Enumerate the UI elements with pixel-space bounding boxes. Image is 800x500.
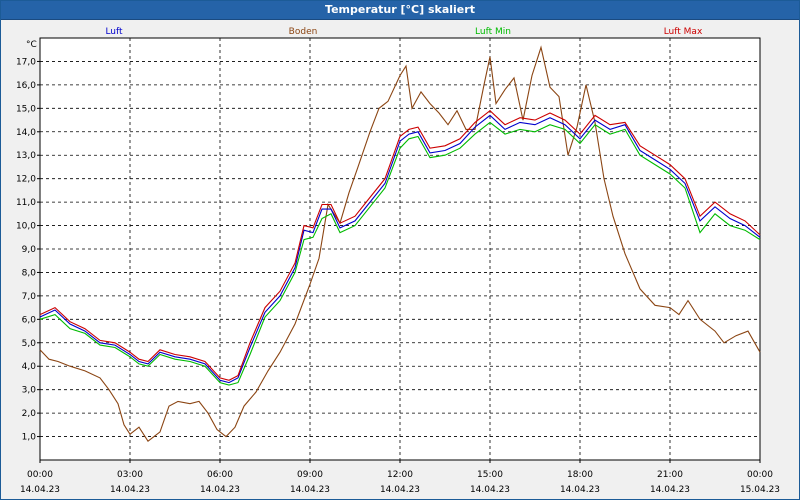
x-tick-date: 14.04.23: [470, 485, 510, 495]
x-tick-time: 21:00: [657, 470, 683, 480]
legend-item: Luft: [105, 27, 123, 37]
y-tick-label: 14,0: [16, 128, 36, 138]
x-tick-time: 09:00: [297, 470, 323, 480]
series-line-luft: [39, 114, 761, 384]
y-tick-label: 12,0: [16, 175, 36, 185]
legend-item: Boden: [289, 27, 318, 37]
legend-item: Luft Min: [475, 27, 511, 37]
y-tick-label: 3,0: [22, 386, 37, 396]
legend: Luft Boden Luft Min Luft Max: [105, 27, 703, 37]
x-tick-time: 06:00: [207, 470, 233, 480]
x-tick-time: 18:00: [567, 470, 593, 480]
x-tick-date: 14.04.23: [20, 485, 60, 495]
y-axis: 1,0 2,0 3,0 4,0 5,0 6,0 7,0 8,0 9,0 10,0 11,0 12,0 1…: [16, 57, 40, 443]
x-tick-date: 14.04.23: [200, 485, 240, 495]
y-tick-label: 4,0: [22, 362, 37, 372]
x-tick-date: 14.04.23: [380, 485, 420, 495]
y-axis-label: °C: [26, 40, 37, 50]
series-line-luft-min: [39, 121, 761, 386]
x-tick-date: 14.04.23: [560, 485, 600, 495]
y-tick-label: 1,0: [22, 433, 37, 443]
window-title: Temperatur [°C] skaliert: [325, 3, 475, 16]
y-tick-label: 2,0: [22, 409, 37, 419]
x-tick-date: 14.04.23: [650, 485, 690, 495]
y-tick-label: 7,0: [22, 292, 37, 302]
y-tick-label: 17,0: [16, 57, 36, 67]
x-tick-date: 14.04.23: [110, 485, 150, 495]
y-tick-label: 5,0: [22, 339, 37, 349]
y-tick-label: 16,0: [16, 81, 36, 91]
x-tick-date: 15.04.23: [740, 485, 780, 495]
x-tick-time: 15:00: [477, 470, 503, 480]
y-tick-label: 15,0: [16, 104, 36, 114]
y-tick-label: 13,0: [16, 151, 36, 161]
x-tick-time: 03:00: [117, 470, 143, 480]
y-tick-label: 10,0: [16, 222, 36, 232]
series-line-boden: [39, 45, 761, 443]
title-bar: Temperatur [°C] skaliert: [1, 1, 799, 20]
y-tick-label: 6,0: [22, 315, 37, 325]
grid-lines: [40, 38, 760, 460]
legend-item: Luft Max: [664, 27, 703, 37]
x-tick-time: 12:00: [387, 470, 413, 480]
series-line-luft-max: [39, 109, 761, 381]
y-tick-label: 9,0: [22, 245, 37, 255]
y-tick-label: 8,0: [22, 268, 37, 278]
x-tick-time: 00:00: [747, 470, 773, 480]
y-tick-label: 11,0: [16, 198, 36, 208]
x-tick-date: 14.04.23: [290, 485, 330, 495]
series-lines: [39, 45, 761, 443]
x-tick-time: 00:00: [27, 470, 53, 480]
x-axis: 00:00 14.04.23 03:00 14.04.23 06:00 14.04.23 0…: [20, 460, 780, 495]
